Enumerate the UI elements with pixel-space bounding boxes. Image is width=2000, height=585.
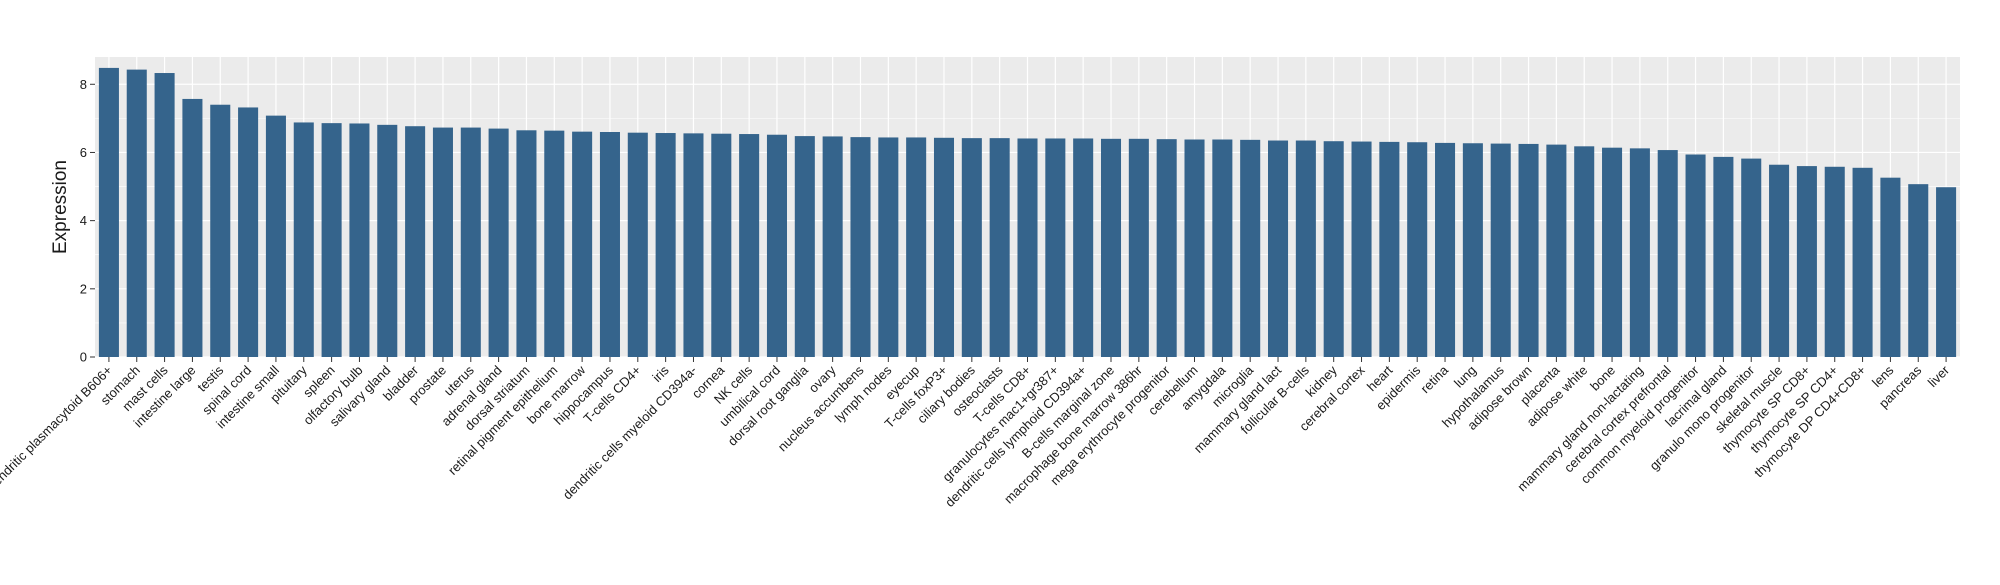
bar [1462,143,1483,357]
bar [432,127,453,358]
bar [321,123,342,358]
bar [98,67,119,357]
bar [154,73,175,357]
bar [572,131,593,357]
bar [1880,177,1901,357]
bar [1407,142,1428,357]
bar [1685,154,1706,357]
bar [850,137,871,357]
bar [1156,139,1177,357]
bar [349,123,370,358]
bar [989,138,1010,357]
bar [1351,141,1372,357]
bar [1936,187,1957,357]
bar [544,130,565,357]
bar [1574,146,1595,357]
bar [627,132,648,357]
bar [1184,139,1205,357]
bar [1073,138,1094,357]
bar [1908,184,1929,357]
bar [488,128,509,357]
bar [1657,150,1678,357]
bar [1490,143,1511,357]
bar [599,132,620,357]
y-tick-label: 6 [80,145,87,160]
y-tick-label: 2 [80,281,87,296]
bar [961,138,982,357]
bar [1769,164,1790,357]
bar [1017,138,1038,357]
bar [1128,138,1149,357]
y-tick-label: 8 [80,77,87,92]
bar [1741,158,1762,357]
x-axis: dendritic plasmacytoid B606+stomachmast … [0,357,1953,510]
bars [98,67,1957,358]
y-tick-label: 4 [80,213,87,228]
bar [711,133,732,357]
x-tick-label: dendritic plasmacytoid B606+ [0,363,115,494]
bar [126,69,147,357]
bar [655,133,676,357]
bar [238,107,259,357]
bar [1629,148,1650,357]
bar [1045,138,1066,357]
bar [1713,156,1734,357]
bar [405,126,426,357]
bar [933,137,955,357]
bar [293,122,314,357]
bar [210,104,231,358]
bar [878,137,899,357]
bar [683,133,704,357]
y-tick-label: 0 [80,350,87,365]
bar [1824,166,1845,357]
x-tick-label: liver [1925,362,1953,390]
bar [1796,166,1817,357]
bar [1546,144,1567,357]
bar [460,127,481,358]
bar [1602,147,1623,357]
y-axis: 0 2 4 6 8 [80,77,95,365]
bar [906,137,927,357]
bar [1379,141,1400,357]
bar [1518,143,1539,357]
bar [1435,142,1456,357]
bar [739,134,760,357]
bar [766,134,787,357]
bar [1240,139,1261,357]
bar [377,124,398,357]
bar [1295,140,1316,357]
y-axis-title: Expression [50,160,71,254]
bar [794,136,815,357]
bar [1323,141,1344,357]
bar [1852,167,1873,357]
x-tick-label: retina [1418,362,1452,396]
bar [182,98,203,357]
bar [822,136,843,357]
bar [1100,138,1122,357]
bar [516,130,537,357]
bar [1212,139,1233,357]
bar [1268,140,1289,357]
bar [265,115,286,358]
